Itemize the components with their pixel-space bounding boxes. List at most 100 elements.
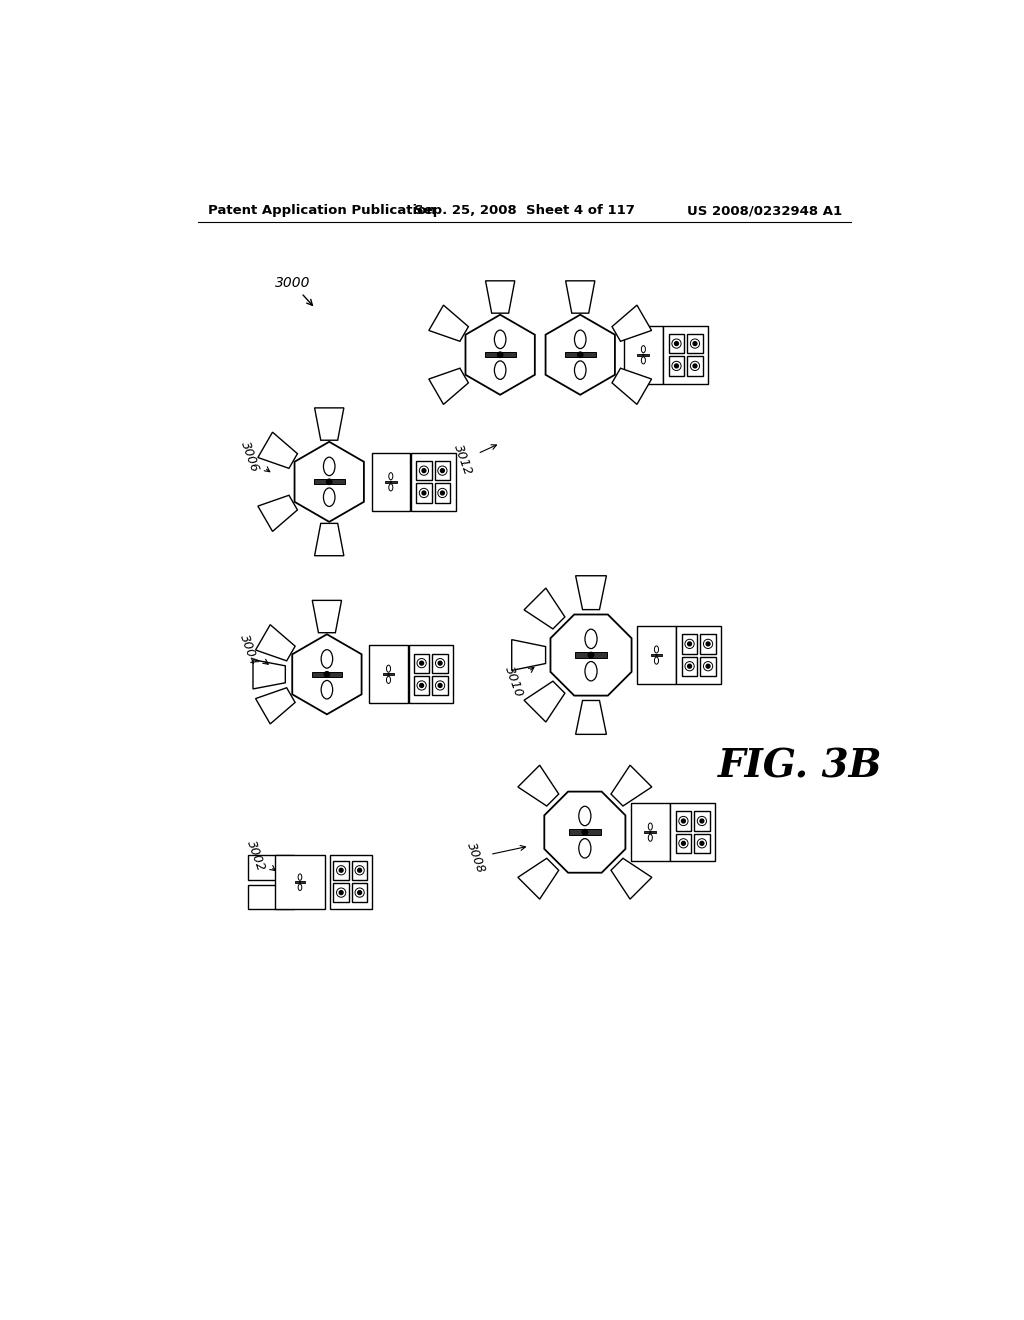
Bar (432, 653, 447, 673)
Circle shape (697, 838, 707, 847)
Bar (311, 672, 342, 677)
Circle shape (438, 488, 447, 498)
Bar (669, 334, 684, 354)
Polygon shape (485, 281, 515, 313)
Circle shape (672, 362, 681, 371)
Circle shape (700, 841, 703, 845)
Bar (700, 656, 716, 676)
Text: Sep. 25, 2008  Sheet 4 of 117: Sep. 25, 2008 Sheet 4 of 117 (415, 205, 635, 218)
Bar (334, 861, 349, 880)
Polygon shape (256, 624, 295, 661)
Bar (409, 645, 454, 704)
Circle shape (337, 866, 346, 875)
Ellipse shape (648, 834, 652, 841)
Circle shape (438, 466, 447, 475)
Polygon shape (292, 635, 361, 714)
Bar (694, 834, 710, 853)
Polygon shape (612, 305, 651, 342)
Ellipse shape (579, 807, 591, 826)
Bar (700, 635, 716, 653)
Polygon shape (314, 408, 344, 441)
Bar (432, 676, 447, 696)
Circle shape (675, 342, 679, 346)
Ellipse shape (322, 681, 333, 700)
Circle shape (583, 829, 588, 834)
Circle shape (440, 469, 444, 473)
Ellipse shape (585, 630, 597, 648)
Bar (484, 352, 515, 358)
Circle shape (339, 891, 343, 895)
Circle shape (438, 684, 442, 688)
Ellipse shape (648, 822, 652, 830)
Polygon shape (258, 495, 297, 532)
Bar (682, 656, 697, 676)
Polygon shape (575, 576, 606, 610)
Ellipse shape (322, 649, 333, 668)
Polygon shape (429, 368, 468, 404)
Bar (411, 453, 456, 511)
Polygon shape (295, 442, 364, 521)
Bar (574, 652, 607, 657)
Bar (416, 461, 432, 480)
Text: Patent Application Publication: Patent Application Publication (208, 205, 435, 218)
Circle shape (435, 681, 444, 690)
Circle shape (325, 672, 330, 677)
Polygon shape (611, 766, 652, 807)
Bar (565, 352, 596, 358)
Bar (687, 334, 702, 354)
Bar (664, 326, 708, 384)
Ellipse shape (324, 457, 335, 475)
Ellipse shape (579, 838, 591, 858)
Circle shape (419, 488, 429, 498)
Ellipse shape (574, 330, 586, 348)
Bar (372, 453, 410, 511)
Circle shape (417, 681, 426, 690)
Circle shape (655, 653, 657, 656)
Circle shape (435, 659, 444, 668)
Circle shape (672, 339, 681, 348)
Circle shape (438, 661, 442, 665)
Circle shape (682, 818, 685, 822)
Circle shape (357, 891, 361, 895)
Bar (416, 483, 432, 503)
Circle shape (675, 364, 679, 368)
Ellipse shape (298, 874, 302, 880)
Bar (330, 855, 372, 909)
Text: 3004: 3004 (237, 632, 268, 667)
Ellipse shape (389, 473, 393, 479)
Polygon shape (524, 681, 565, 722)
Ellipse shape (654, 645, 658, 653)
Ellipse shape (654, 657, 658, 664)
Polygon shape (546, 314, 615, 395)
Bar (637, 626, 676, 684)
Bar (676, 812, 691, 830)
Ellipse shape (585, 661, 597, 681)
Ellipse shape (389, 484, 393, 491)
Polygon shape (314, 524, 344, 556)
Circle shape (682, 841, 685, 845)
Bar (248, 855, 294, 880)
Circle shape (707, 664, 710, 668)
Polygon shape (429, 305, 468, 342)
Bar (682, 635, 697, 653)
Text: 3012: 3012 (452, 444, 497, 478)
Ellipse shape (641, 356, 645, 364)
Circle shape (419, 466, 429, 475)
Text: US 2008/0232948 A1: US 2008/0232948 A1 (687, 205, 842, 218)
Circle shape (422, 491, 426, 495)
Circle shape (337, 888, 346, 898)
Circle shape (688, 642, 691, 645)
Circle shape (339, 869, 343, 873)
Text: 3000: 3000 (274, 276, 312, 305)
Circle shape (697, 816, 707, 825)
Bar (625, 326, 663, 384)
Circle shape (589, 652, 594, 657)
Bar (435, 461, 451, 480)
Circle shape (355, 866, 365, 875)
Ellipse shape (386, 665, 390, 672)
Polygon shape (466, 314, 535, 395)
Polygon shape (575, 701, 606, 734)
Circle shape (417, 659, 426, 668)
Polygon shape (545, 792, 626, 873)
Bar (414, 676, 429, 696)
